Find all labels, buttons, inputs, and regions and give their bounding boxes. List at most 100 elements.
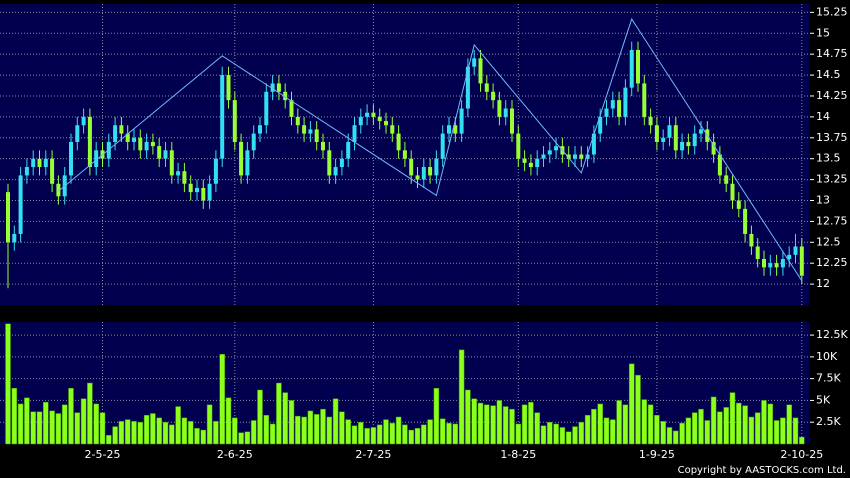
candle-body [276, 83, 281, 92]
x-tick-label: 2-5-25 [85, 448, 121, 461]
volume-bar [767, 403, 774, 445]
candle-body [755, 246, 760, 260]
x-tick-label: 2-6-25 [217, 448, 253, 461]
candle-body [642, 83, 647, 117]
volume-bar [364, 428, 370, 445]
zigzag-line [58, 17, 803, 282]
volume-bar [603, 417, 610, 445]
volume-bar [389, 422, 396, 445]
volume-bar [565, 431, 572, 445]
volume-bar [635, 374, 641, 445]
volume-bar [49, 410, 55, 445]
candle-body [12, 233, 17, 243]
volume-bar [370, 427, 377, 445]
candle-body [352, 125, 357, 142]
volume-bar [17, 403, 24, 445]
candle-body [667, 125, 672, 138]
candle-body [692, 133, 697, 147]
volume-bar [427, 419, 433, 445]
volume-bar [175, 406, 181, 445]
y-tick-label: 13.25 [816, 173, 848, 186]
y-tick-label: 7.5K [816, 372, 841, 385]
candle-body [106, 141, 111, 159]
volume-bar [704, 420, 711, 445]
volume-bar [584, 414, 591, 445]
candle-body [295, 116, 300, 126]
candle-body [497, 100, 502, 117]
volume-bar [559, 427, 566, 445]
volume-bar [269, 423, 276, 445]
candle-body [573, 154, 577, 159]
candle-body [749, 233, 754, 247]
volume-bar [521, 404, 528, 445]
candle-body [768, 263, 773, 268]
volume-bar [93, 403, 99, 445]
candle-body [421, 167, 426, 180]
candle-body [314, 129, 319, 142]
candle-body [75, 125, 80, 142]
candle-body [327, 150, 332, 176]
volume-bar [332, 398, 339, 445]
volume-bar [786, 404, 792, 445]
candle-body [699, 129, 703, 134]
volume-bar [118, 421, 125, 445]
candle-body [157, 146, 162, 159]
candle-body [37, 158, 42, 168]
volume-bar [799, 436, 805, 445]
copyright: Copyright by AASTOCKS.com Ltd. [678, 465, 846, 476]
candle-body [636, 49, 640, 84]
candle-body [125, 133, 130, 142]
y-tick-label: 14.5 [816, 68, 841, 81]
candle-body [585, 154, 590, 159]
volume-bar [685, 417, 692, 445]
candle-body [321, 141, 325, 151]
candle-body [201, 187, 206, 201]
volume-bar [68, 387, 74, 445]
candle-body [673, 125, 678, 151]
volume-bar [213, 421, 219, 445]
candle-body [516, 133, 521, 159]
volume-bar [61, 404, 68, 445]
candle-body [428, 167, 433, 176]
candle-body [163, 150, 168, 159]
candle-body [18, 175, 23, 234]
volume-bar [414, 428, 421, 445]
volume-bar [30, 411, 36, 445]
volume-bar [515, 423, 522, 445]
candle-body [591, 133, 596, 155]
volume-bar [616, 400, 622, 445]
volume-bar [471, 398, 477, 445]
candle-body [195, 187, 199, 193]
volume-bar [654, 414, 660, 445]
candle-body [535, 158, 540, 168]
volume-bar [439, 418, 446, 445]
volume-bar [641, 399, 648, 445]
volume-bar [143, 414, 150, 445]
candle-body [56, 183, 61, 197]
volume-bar [395, 416, 402, 445]
candle-body [69, 141, 73, 176]
volume-bar [187, 421, 194, 445]
y-tick-label: 12.5K [816, 328, 848, 341]
candle-body [302, 125, 307, 134]
y-tick-label: 10K [816, 350, 838, 363]
volume-bar [244, 431, 251, 445]
candle-body [472, 58, 477, 67]
candle-body [119, 125, 124, 134]
candle-body [132, 137, 136, 142]
candle-body [528, 162, 533, 168]
volume-bar [137, 421, 144, 445]
volume-bar [673, 430, 679, 445]
volume-bar [528, 401, 534, 445]
volume-bar [257, 389, 263, 445]
volume-bar [547, 421, 553, 445]
volume-bar [112, 426, 118, 445]
y-tick-label: 13.75 [816, 131, 848, 144]
candle-body [220, 75, 225, 159]
volume-bar [761, 400, 767, 445]
volume-bar [780, 417, 786, 445]
candle-body [176, 171, 181, 176]
candle-body [648, 116, 653, 126]
volume-bar [402, 424, 408, 445]
y-tick-label: 15 [816, 26, 830, 39]
